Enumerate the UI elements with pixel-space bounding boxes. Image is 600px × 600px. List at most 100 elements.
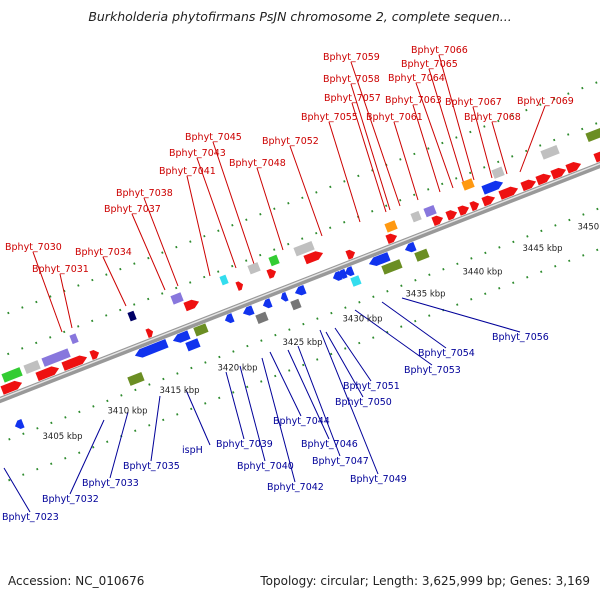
gene-feature[interactable] — [423, 205, 437, 218]
gene-feature[interactable] — [69, 333, 79, 345]
gene-feature[interactable] — [535, 173, 552, 186]
gene-label[interactable]: Bphyt_7030 — [5, 242, 62, 253]
gene-feature[interactable] — [193, 323, 209, 337]
gene-label[interactable]: Bphyt_7058 — [323, 74, 380, 85]
gene-feature[interactable] — [0, 380, 23, 395]
gene-feature[interactable] — [345, 249, 356, 260]
gene-feature[interactable] — [498, 186, 519, 200]
gene-label[interactable]: Bphyt_7068 — [464, 112, 521, 123]
gene-label[interactable]: Bphyt_7045 — [185, 132, 242, 143]
gene-feature[interactable] — [127, 372, 145, 386]
gene-feature[interactable] — [384, 220, 398, 233]
gene-label[interactable]: Bphyt_7050 — [335, 397, 392, 408]
gene-feature[interactable] — [61, 355, 88, 371]
gene-labels[interactable]: Bphyt_7030 Bphyt_7031 Bphyt_7034 Bphyt_7037… — [2, 45, 574, 523]
gene-label[interactable]: Bphyt_7069 — [517, 96, 574, 107]
gene-label[interactable]: Bphyt_7044 — [273, 416, 330, 427]
gene-label[interactable]: Bphyt_7042 — [267, 482, 324, 493]
gene-feature[interactable] — [550, 167, 567, 180]
gene-feature[interactable] — [183, 299, 200, 312]
gene-label[interactable]: Bphyt_7038 — [116, 188, 173, 199]
gene-label[interactable]: Bphyt_7066 — [411, 45, 468, 56]
gene-feature[interactable] — [410, 210, 422, 223]
gene-label[interactable]: Bphyt_7023 — [2, 512, 59, 523]
gene-label[interactable]: Bphyt_7056 — [492, 332, 549, 343]
gene-feature[interactable] — [368, 252, 391, 266]
gene-feature[interactable] — [593, 137, 600, 163]
gene-label[interactable]: Bphyt_7037 — [104, 204, 161, 215]
gene-label[interactable]: ispH — [182, 445, 203, 456]
gene-feature[interactable] — [520, 179, 537, 192]
gene-feature[interactable] — [294, 284, 307, 296]
gene-feature[interactable] — [185, 338, 201, 352]
gene-feature[interactable] — [255, 311, 269, 324]
gene-feature[interactable] — [585, 116, 600, 143]
gene-feature[interactable] — [491, 166, 505, 179]
gene-label[interactable]: Bphyt_7061 — [366, 112, 423, 123]
gene-feature[interactable] — [172, 330, 191, 343]
gene-label[interactable]: Bphyt_7040 — [237, 461, 294, 472]
gene-label[interactable]: Bphyt_7043 — [169, 148, 226, 159]
gene-label[interactable]: Bphyt_7051 — [343, 381, 400, 392]
gene-feature[interactable] — [262, 298, 273, 309]
gene-feature[interactable] — [431, 215, 444, 226]
gene-label[interactable]: Bphyt_7034 — [75, 247, 132, 258]
gene-feature[interactable] — [1, 367, 23, 383]
gene-label[interactable]: Bphyt_7065 — [401, 59, 458, 70]
gene-features[interactable] — [0, 116, 600, 429]
gene-feature[interactable] — [280, 292, 289, 302]
gene-feature[interactable] — [337, 268, 348, 279]
gene-feature[interactable] — [404, 241, 417, 253]
gene-label[interactable]: Bphyt_7057 — [324, 93, 381, 104]
gene-label[interactable]: Bphyt_7033 — [82, 478, 139, 489]
gene-label[interactable]: Bphyt_7041 — [159, 166, 216, 177]
gene-feature[interactable] — [565, 161, 582, 174]
gene-feature[interactable] — [23, 360, 41, 374]
gene-label[interactable]: Bphyt_7046 — [301, 439, 358, 450]
gene-feature[interactable] — [461, 178, 475, 191]
gene-feature[interactable] — [35, 366, 60, 382]
gene-feature[interactable] — [540, 145, 560, 160]
gene-feature[interactable] — [41, 348, 71, 367]
gene-label[interactable]: Bphyt_7049 — [350, 474, 407, 485]
gene-label[interactable]: Bphyt_7054 — [418, 348, 475, 359]
gene-feature[interactable] — [481, 180, 504, 195]
gene-feature[interactable] — [242, 305, 255, 316]
gene-feature[interactable] — [469, 201, 480, 212]
gene-label[interactable]: Bphyt_7052 — [262, 136, 319, 147]
gene-feature[interactable] — [89, 349, 100, 360]
gene-label[interactable]: Bphyt_7055 — [301, 112, 358, 123]
gene-feature[interactable] — [481, 195, 496, 207]
gene-label[interactable]: Bphyt_7064 — [388, 73, 445, 84]
gene-label[interactable]: Bphyt_7039 — [216, 439, 273, 450]
gene-feature[interactable] — [14, 419, 25, 429]
gene-feature[interactable] — [170, 292, 184, 305]
gene-feature[interactable] — [350, 275, 362, 287]
gene-feature[interactable] — [290, 298, 302, 311]
gene-feature[interactable] — [145, 328, 154, 338]
gene-feature[interactable] — [247, 262, 261, 275]
gene-label[interactable]: Bphyt_7032 — [42, 494, 99, 505]
gene-feature[interactable] — [293, 240, 315, 257]
gene-feature[interactable] — [266, 268, 277, 279]
gene-label[interactable]: Bphyt_7067 — [445, 97, 502, 108]
gene-feature[interactable] — [414, 248, 430, 262]
gene-feature[interactable] — [344, 266, 355, 277]
gene-feature[interactable] — [134, 339, 169, 358]
gene-label[interactable]: Bphyt_7059 — [323, 52, 380, 63]
gene-feature[interactable] — [303, 251, 324, 265]
gene-label[interactable]: Bphyt_7035 — [123, 461, 180, 472]
gene-label[interactable]: Bphyt_7053 — [404, 365, 461, 376]
gene-feature[interactable] — [235, 281, 244, 291]
gene-feature[interactable] — [457, 205, 470, 216]
gene-feature[interactable] — [381, 259, 403, 275]
gene-feature[interactable] — [445, 210, 458, 221]
gene-feature[interactable] — [224, 313, 235, 324]
gene-feature[interactable] — [268, 254, 280, 267]
gene-label[interactable]: Bphyt_7063 — [385, 95, 442, 106]
gene-label[interactable]: Bphyt_7048 — [229, 158, 286, 169]
gene-feature[interactable] — [219, 274, 229, 286]
gene-feature[interactable] — [385, 233, 398, 244]
gene-label[interactable]: Bphyt_7047 — [312, 456, 369, 467]
